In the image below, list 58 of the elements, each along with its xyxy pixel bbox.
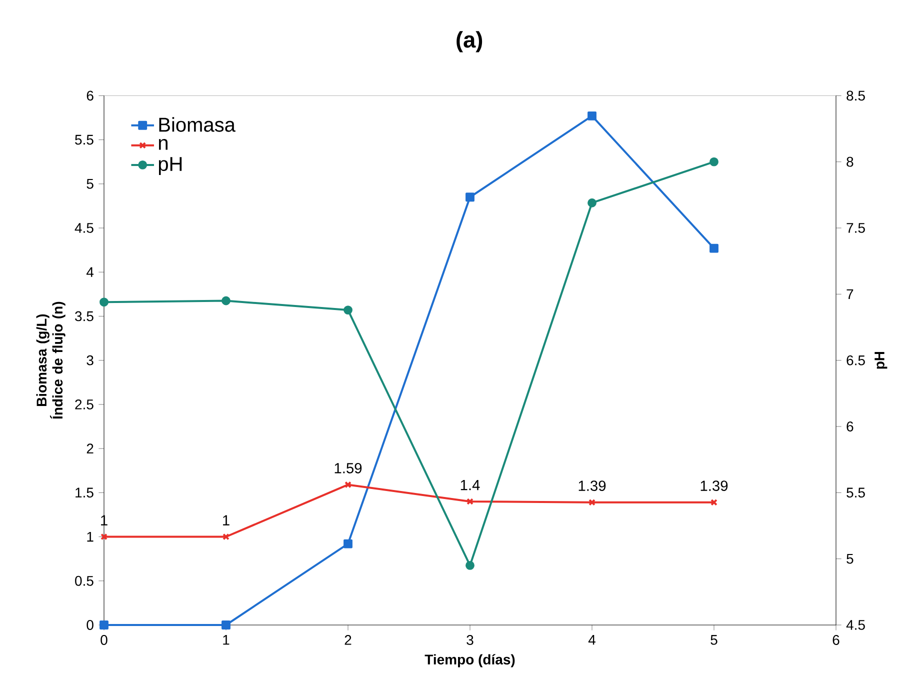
y2-axis-title: pH [874,352,888,369]
x-tick-label: 0 [100,635,108,645]
data-label: 1.39 [578,480,606,491]
y2-tick-label: 5 [846,554,854,564]
x-tick-label: 6 [832,635,840,645]
y2-tick-label: 7.5 [846,223,865,233]
y2-tick-label: 6.5 [846,355,865,366]
point [100,298,108,307]
legend-label: Biomasa [159,117,236,132]
point [100,620,108,630]
point [466,498,474,505]
y2-tick-label: 8.5 [846,90,865,101]
y2-tick-label: 5.5 [846,488,865,498]
y-tick-label: 1 [87,532,94,542]
y-tick-label: 2 [86,444,94,454]
y2-tick-label: 7 [846,289,854,299]
point [588,498,596,506]
x-tick-label: 4 [588,635,596,645]
point [222,620,230,630]
data-label: 1.59 [334,462,362,474]
x-tick-label: 3 [466,635,474,645]
point [466,560,474,570]
y-tick-label: 4 [86,267,94,277]
y2-tick-label: 4.5 [846,620,865,630]
point [344,306,352,315]
point [222,533,230,540]
y-tick-label: 3.5 [75,311,94,322]
legend-label: pH [158,157,182,175]
point [588,111,596,120]
point [344,539,352,548]
y-tick-label: 3 [86,355,94,366]
data-label: 1.4 [460,480,480,490]
x-tick-label: 5 [710,635,718,645]
y-tick-label: 5 [86,179,94,189]
point [222,296,230,306]
point [710,244,718,253]
data-label: 1.39 [700,480,728,491]
legend-label: n [158,138,168,150]
y-tick-label: 4.5 [74,223,94,233]
y-tick-label: 1.5 [76,488,94,498]
point [344,481,352,488]
y2-tick-label: 6 [846,422,854,432]
point [588,198,596,208]
chart-title: (a) [456,31,482,52]
data-label: 1 [223,515,230,526]
y-tick-label: 2.5 [75,399,94,410]
y-tick-label: 5.5 [75,134,94,145]
y-tick-label: 0.5 [75,576,94,586]
y2-tick-label: 8 [846,156,854,167]
x-tick-label: 2 [344,635,352,645]
data-label: 1 [101,515,108,526]
y-axis-title: Biomasa (g/L) Índice de flujo (n) [36,302,66,419]
y-tick-label: 0 [86,620,94,630]
point [466,192,474,202]
point [710,157,718,166]
x-tick-label: 1 [223,635,230,645]
y-tick-label: 6 [86,90,94,101]
x-axis-title: Tiempo (días) [424,654,515,668]
